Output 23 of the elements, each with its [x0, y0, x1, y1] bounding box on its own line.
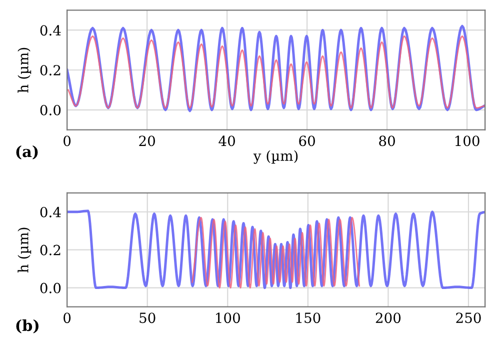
x-tick-label: 0 — [64, 136, 71, 146]
y-tick-label: 0.0 — [40, 104, 61, 116]
x-tick-label: 100 — [216, 312, 240, 324]
x-tick-label: 80 — [379, 136, 395, 146]
y-axis-title: h (µm) — [18, 48, 32, 93]
x-tick-label: 60 — [299, 136, 315, 146]
y-axis-title: h (µm) — [18, 228, 32, 273]
y-tick-label: 0.2 — [40, 64, 60, 76]
x-tick-label: 50 — [140, 312, 156, 324]
x-tick-label: 250 — [456, 312, 481, 324]
x-tick-label: 0 — [64, 312, 71, 324]
y-tick-label: 0.4 — [40, 25, 61, 36]
x-tick-label: 100 — [455, 136, 480, 146]
x-tick-label: 40 — [218, 136, 235, 146]
y-tick-label: 0.4 — [40, 206, 61, 218]
x-tick-label: 200 — [376, 312, 401, 324]
x-tick-label: 20 — [139, 136, 155, 146]
x-tick-label: 150 — [296, 312, 320, 324]
x-axis-title: y (µm) — [253, 150, 298, 164]
y-tick-label: 0.2 — [40, 244, 60, 256]
y-tick-label: 0.0 — [40, 282, 61, 294]
text: (a) — [16, 145, 38, 160]
text: (b) — [16, 319, 39, 334]
